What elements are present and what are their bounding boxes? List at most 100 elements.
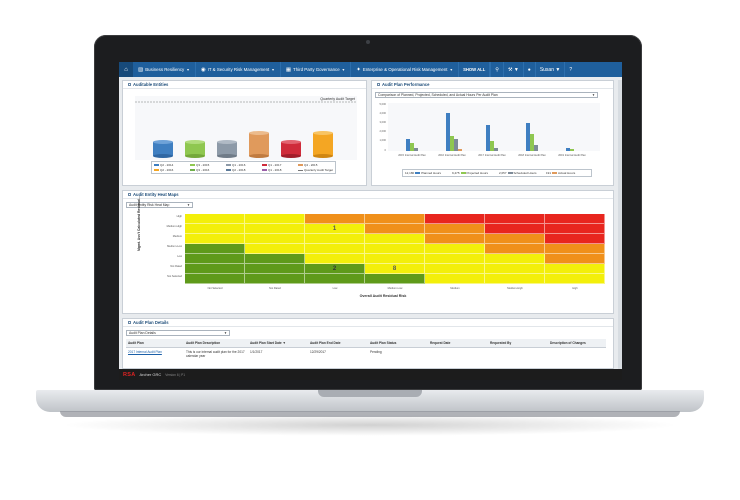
heat-cell[interactable]: [185, 274, 245, 284]
heat-cell[interactable]: [485, 274, 545, 284]
heat-cell[interactable]: [245, 254, 305, 264]
bar: [249, 131, 269, 158]
heat-cell[interactable]: [365, 274, 425, 284]
legend-label: Q1 - 2018: [268, 168, 282, 172]
heat-cell[interactable]: [185, 264, 245, 274]
legend-item: Q3 - 2015: [190, 163, 222, 167]
column-header[interactable]: Requested By: [488, 339, 548, 348]
user-icon[interactable]: ●: [522, 62, 535, 77]
heat-cell[interactable]: [545, 264, 605, 274]
bar: [217, 140, 237, 158]
nav-it-security[interactable]: ◉ IT & Security Risk Management ▼: [196, 62, 281, 77]
column-header-sorted[interactable]: Audit Plan Start Date ▼: [248, 339, 308, 348]
help-icon[interactable]: ?: [564, 62, 576, 77]
legend-label: Actual Hours: [558, 171, 576, 175]
column-header[interactable]: Audit Plan: [126, 339, 184, 348]
nav-third-party[interactable]: ▦ Third Party Governance ▼: [281, 62, 352, 77]
tools-icon[interactable]: ⚒ ▼: [502, 62, 523, 77]
heat-cell[interactable]: [365, 244, 425, 254]
heat-cell[interactable]: 8: [365, 264, 425, 274]
heat-cell[interactable]: [305, 214, 365, 224]
nav-business-resiliency[interactable]: ▧ Business Resiliency ▼: [133, 62, 196, 77]
expand-icon[interactable]: [128, 83, 131, 86]
heat-cell[interactable]: [545, 244, 605, 254]
heat-cell[interactable]: [425, 244, 485, 254]
heat-cell[interactable]: [485, 254, 545, 264]
legend-item: Q1 - 2016: [226, 163, 258, 167]
heat-cell[interactable]: [485, 224, 545, 234]
legend-item: Q1 - 2017: [262, 163, 294, 167]
heat-cell[interactable]: [185, 254, 245, 264]
expand-icon[interactable]: [128, 193, 131, 196]
heat-cell[interactable]: [185, 214, 245, 224]
user-name: Susan: [539, 66, 554, 73]
heat-cell[interactable]: [545, 274, 605, 284]
heat-cell[interactable]: [305, 274, 365, 284]
heat-cell[interactable]: [425, 264, 485, 274]
heat-cell[interactable]: [245, 214, 305, 224]
audit-plan-link[interactable]: 2017 Internal Audit Plan: [128, 350, 162, 354]
heat-cell[interactable]: [545, 254, 605, 264]
nav-enterprise-risk[interactable]: ✦ Enterprise & Operational Risk Manageme…: [351, 62, 460, 77]
chart-selector[interactable]: Comparison of Planned, Projected, Schedu…: [375, 92, 598, 98]
legend-value: 2,057: [499, 171, 507, 175]
heat-cell[interactable]: [305, 234, 365, 244]
column-header[interactable]: Audit Plan Description: [184, 339, 248, 348]
heat-cell[interactable]: [305, 244, 365, 254]
heat-cell[interactable]: [545, 234, 605, 244]
heat-cell[interactable]: [425, 234, 485, 244]
heat-cell[interactable]: [365, 214, 425, 224]
heat-cell[interactable]: [185, 244, 245, 254]
heat-cell[interactable]: [245, 264, 305, 274]
legend-label: Q2 - 2014: [160, 163, 174, 167]
heat-cell[interactable]: [485, 214, 545, 224]
heat-cell[interactable]: [545, 214, 605, 224]
heat-cell[interactable]: [185, 234, 245, 244]
heat-cell[interactable]: [485, 234, 545, 244]
show-all-button[interactable]: SHOW ALL: [459, 62, 491, 77]
y-label: Medium: [172, 235, 182, 238]
caret-down-icon: ▼: [341, 67, 346, 72]
heat-cell[interactable]: [365, 224, 425, 234]
column-header[interactable]: Audit Plan Status: [368, 339, 428, 348]
legend-swatch: [415, 171, 421, 175]
heat-cell[interactable]: [245, 224, 305, 234]
legend-label: Q2 - 2016: [160, 168, 174, 172]
heat-cell[interactable]: [425, 254, 485, 264]
details-selector[interactable]: Audit Plan Details ▼: [126, 330, 230, 336]
heat-cell[interactable]: [305, 254, 365, 264]
heat-cell[interactable]: [545, 224, 605, 234]
heat-cell[interactable]: [245, 274, 305, 284]
heat-map-selector[interactable]: Audit Entity Risk Heat Map ▼: [126, 202, 193, 208]
heat-cell[interactable]: [365, 254, 425, 264]
column-header[interactable]: Description of Changes: [548, 339, 606, 348]
selector-value: Audit Plan Details: [129, 331, 156, 335]
heat-cell[interactable]: [425, 224, 485, 234]
heat-cell[interactable]: [485, 244, 545, 254]
x-label: High: [572, 287, 578, 290]
heat-cell[interactable]: 1: [305, 224, 365, 234]
search-icon[interactable]: ⚲: [490, 62, 503, 77]
legend-label: Q1 - 2017: [268, 163, 282, 167]
column-header[interactable]: Request Date: [428, 339, 488, 348]
heat-cell[interactable]: [425, 274, 485, 284]
caret-down-icon: ▼: [187, 203, 190, 207]
page-scrollbar[interactable]: [618, 80, 622, 369]
legend-swatch: [298, 163, 304, 167]
column-header[interactable]: Audit Plan End Date: [308, 339, 368, 348]
heat-cell[interactable]: 2: [305, 264, 365, 274]
user-menu[interactable]: Susan ▼: [534, 62, 565, 77]
legend-swatch: [190, 163, 195, 167]
heat-cell[interactable]: [425, 214, 485, 224]
heat-cell[interactable]: [245, 234, 305, 244]
expand-icon[interactable]: [377, 83, 380, 86]
expand-icon[interactable]: [128, 321, 131, 324]
legend-item: Q3 - 2016: [190, 168, 222, 172]
heat-cell[interactable]: [485, 264, 545, 274]
heat-cell[interactable]: [365, 234, 425, 244]
heat-cell[interactable]: [245, 244, 305, 254]
home-icon[interactable]: ⌂: [119, 62, 133, 77]
nav-right-tools: ⚲ ⚒ ▼ ● Susan ▼ ?: [490, 62, 576, 77]
heat-cell[interactable]: [185, 224, 245, 234]
audit-plan-table: Audit Plan Audit Plan Description Audit …: [126, 339, 606, 360]
